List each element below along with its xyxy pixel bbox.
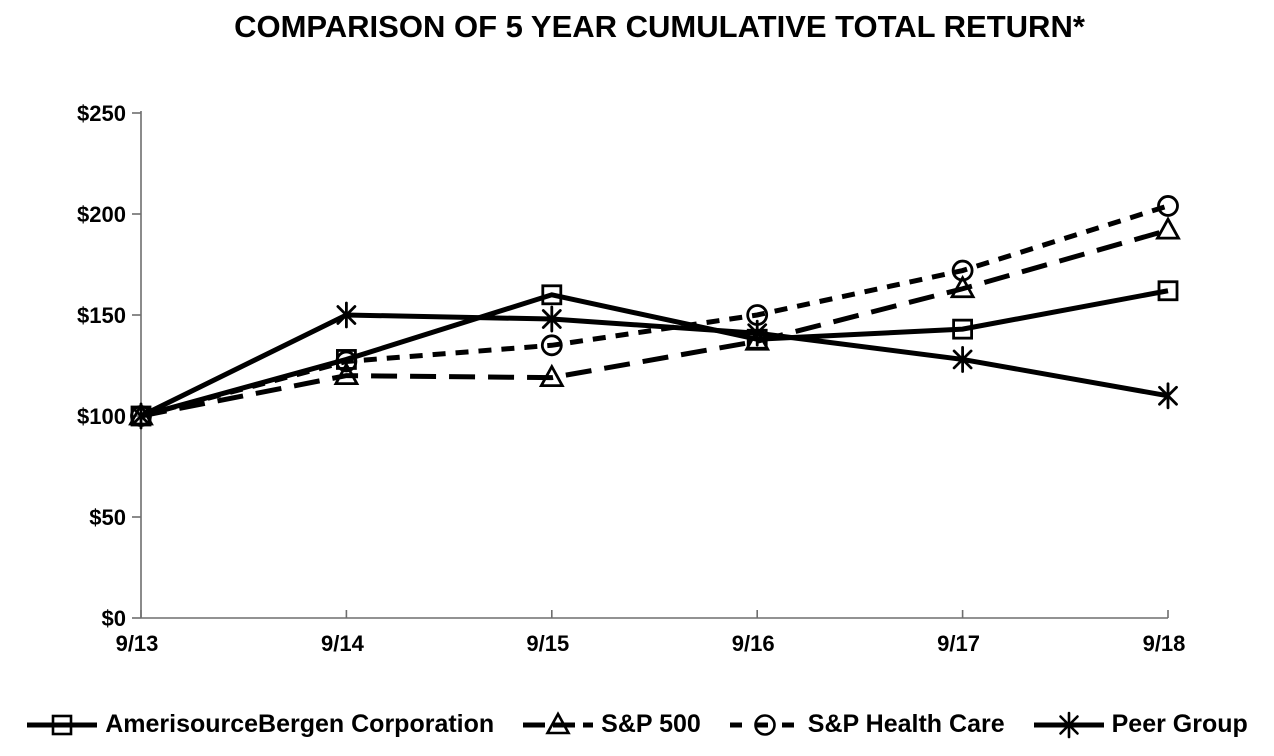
legend-item-s-p-health-care: S&P Health Care — [729, 710, 1005, 739]
y-axis-tick-label: $200 — [77, 202, 126, 227]
x-axis-tick-label: 9/17 — [937, 631, 980, 656]
x-axis-tick-label: 9/18 — [1143, 631, 1186, 656]
legend-label: Peer Group — [1111, 710, 1248, 738]
legend-item-s-p-500: S&P 500 — [522, 710, 701, 739]
circle-marker-icon — [1157, 195, 1179, 217]
series-path — [140, 227, 1169, 419]
asterisk-marker-icon — [747, 319, 768, 347]
series-line-s-p-500 — [140, 227, 1169, 419]
series-markers-amerisourcebergen-corporation — [130, 280, 1179, 427]
legend-sample-triangle — [523, 710, 594, 734]
legend-item-peer-group: Peer Group — [1033, 710, 1248, 739]
x-axis-tick-label: 9/13 — [116, 631, 159, 656]
legend-sample-square — [27, 714, 98, 735]
y-axis-tick-label: $0 — [102, 606, 126, 631]
square-marker-icon — [51, 714, 73, 735]
asterisk-marker-icon — [1058, 711, 1079, 738]
triangle-marker-icon — [545, 710, 571, 734]
triangle-marker-icon — [1155, 216, 1181, 240]
circle-marker-icon — [753, 713, 776, 736]
legend-label: S&P 500 — [601, 710, 701, 738]
triangle-marker-icon — [949, 274, 976, 299]
square-marker-icon — [541, 284, 563, 306]
series-path — [140, 288, 1169, 419]
circle-marker-icon — [335, 350, 358, 373]
x-axis-tick-label: 9/15 — [526, 631, 569, 656]
x-axis-tick-label: 9/14 — [321, 631, 365, 656]
asterisk-marker-icon — [952, 346, 973, 373]
circle-marker-icon — [951, 259, 974, 282]
legend-item-amerisourcebergen-corporation: AmerisourceBergen Corporation — [26, 710, 494, 739]
series-line-amerisourcebergen-corporation — [140, 288, 1169, 419]
triangle-marker-icon — [333, 361, 360, 386]
series-markers-s-p-health-care — [130, 195, 1179, 427]
y-axis-tick-label: $250 — [77, 101, 126, 126]
y-axis-tick-label: $150 — [77, 303, 126, 328]
y-axis-tick-label: $50 — [89, 505, 126, 530]
series-path — [139, 312, 1169, 419]
series-markers-peer-group — [131, 301, 1178, 430]
legend-label: S&P Health Care — [807, 710, 1005, 738]
series-line-peer-group — [139, 312, 1169, 419]
circle-marker-icon — [540, 334, 563, 357]
square-marker-icon — [1157, 280, 1179, 302]
legend-sample-circle — [729, 713, 800, 736]
chart-legend: AmerisourceBergen Corporation S&P 500 S&P … — [0, 710, 1274, 739]
legend-sample-asterisk — [1033, 711, 1104, 738]
asterisk-marker-icon — [1158, 382, 1178, 410]
chart-title: COMPARISON OF 5 YEAR CUMULATIVE TOTAL RE… — [234, 9, 1085, 44]
asterisk-marker-icon — [336, 301, 357, 329]
x-axis-tick-label: 9/16 — [732, 631, 775, 656]
asterisk-marker-icon — [541, 305, 562, 333]
legend-label: AmerisourceBergen Corporation — [105, 710, 495, 738]
triangle-marker-icon — [538, 363, 565, 388]
axes: $0 $50 $100 $150 $200 $250 9/13 9/14 9/15 9/16 9/1… — [77, 101, 1185, 656]
y-axis-tick-label: $100 — [77, 404, 126, 429]
square-marker-icon — [952, 318, 973, 340]
asterisk-marker-icon — [131, 402, 151, 430]
